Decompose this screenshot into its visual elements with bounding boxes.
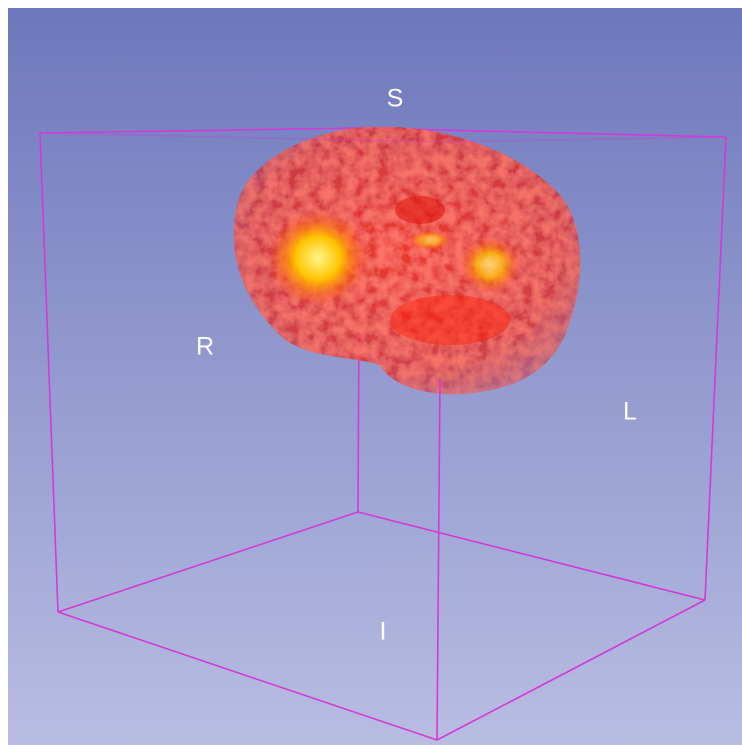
3d-view: S R L I xyxy=(0,0,742,745)
orientation-label: S xyxy=(387,85,404,113)
viewport-background xyxy=(8,8,742,745)
activation-hotspot xyxy=(460,237,520,293)
activation-hotspot xyxy=(408,230,452,250)
brain-fold xyxy=(395,196,445,224)
orientation-label: L xyxy=(623,398,637,426)
activation-hotspot xyxy=(268,210,368,306)
page: S R L I (() => { const data = JSON.parse… xyxy=(0,0,742,745)
orientation-label: I xyxy=(380,618,387,646)
orientation-label: R xyxy=(196,333,214,361)
brain-fold xyxy=(390,295,510,345)
